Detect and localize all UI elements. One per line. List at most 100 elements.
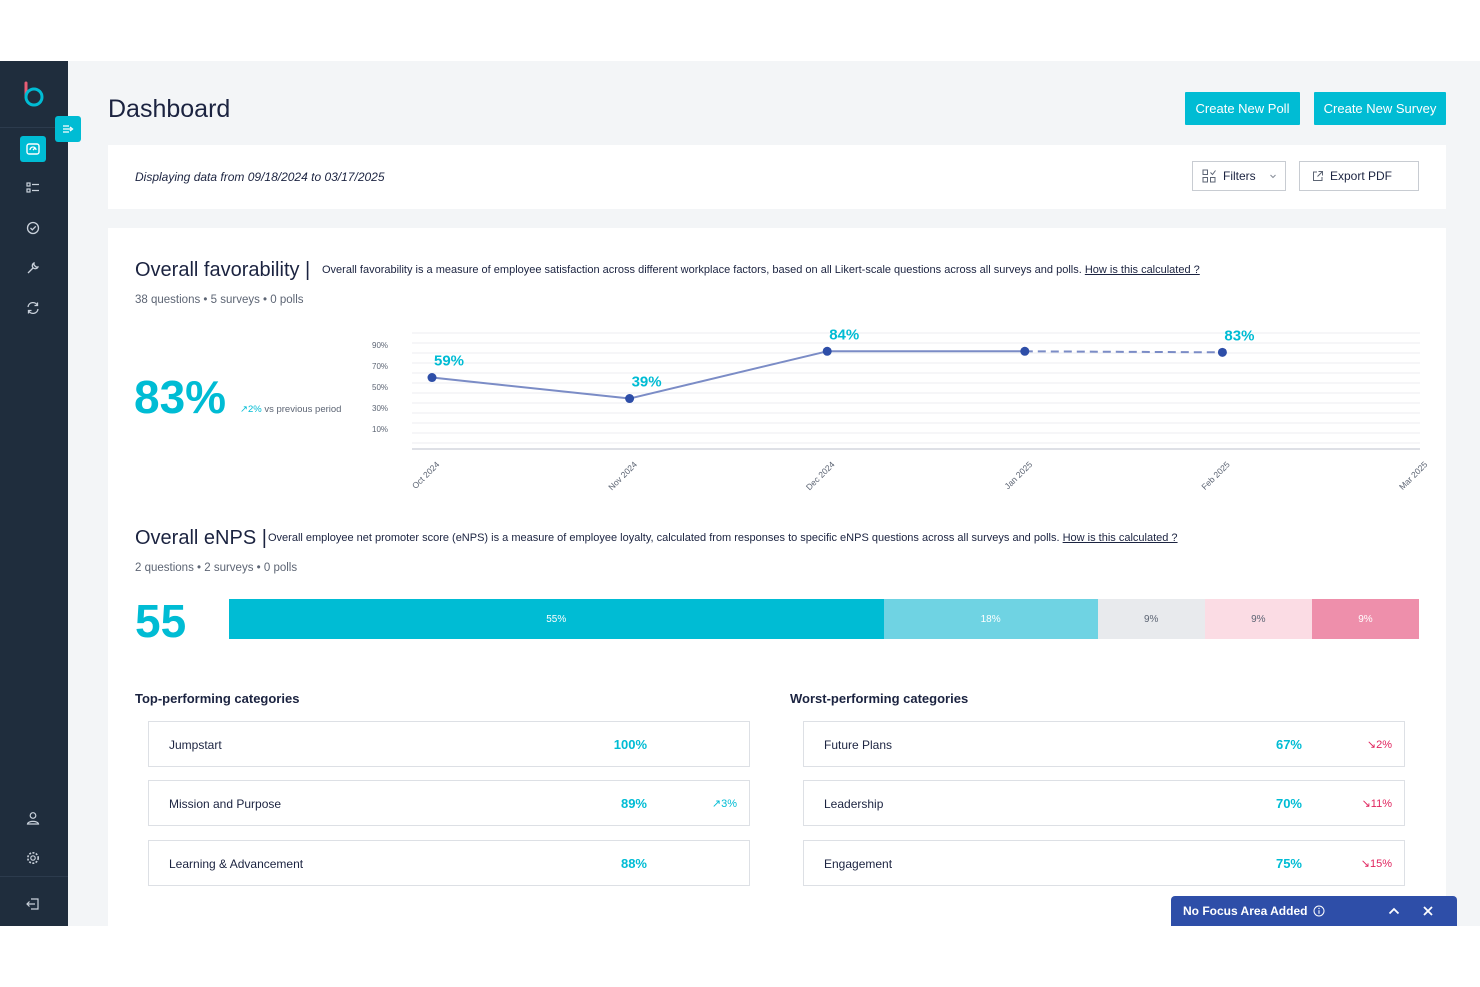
dashboard-icon <box>26 143 40 155</box>
collapse-arrow-icon <box>63 125 74 133</box>
enps-distribution-bar: 55% 18% 9% 9% 9% <box>229 599 1419 639</box>
check-circle-icon <box>26 221 40 235</box>
category-delta: ↘11% <box>1361 798 1392 810</box>
page-title: Dashboard <box>108 95 231 123</box>
top-categories-title: Top-performing categories <box>135 691 300 706</box>
wrench-icon <box>27 261 40 274</box>
dashboard-card: Overall favorability | Overall favorabil… <box>108 228 1446 926</box>
data-label: 59% <box>434 353 464 370</box>
favorability-title: Overall favorability | <box>135 259 311 281</box>
list-icon <box>26 182 39 193</box>
favorability-description: Overall favorability is a measure of emp… <box>322 264 1200 276</box>
x-tick-label: Dec 2024 <box>804 459 837 492</box>
filter-grid-icon <box>1202 169 1216 183</box>
sidebar-item-logout[interactable] <box>20 891 46 917</box>
category-name: Jumpstart <box>169 738 222 752</box>
category-delta: ↘15% <box>1360 858 1392 870</box>
filters-label: Filters <box>1223 169 1256 183</box>
category-name: Mission and Purpose <box>169 797 282 811</box>
category-value: 88% <box>620 856 647 871</box>
y-tick-label: 30% <box>372 404 388 413</box>
enps-meta: 2 questions • 2 surveys • 0 polls <box>135 562 298 574</box>
favorability-trend-value: ↗2% <box>240 404 262 415</box>
enps-segment: 9% <box>1204 599 1312 639</box>
enps-how-calculated-link[interactable]: How is this calculated ? <box>1062 532 1178 544</box>
data-point <box>1020 346 1030 356</box>
app-window: Dashboard Create New Poll Create New Sur… <box>0 61 1480 926</box>
sidebar-item-polls[interactable] <box>20 215 46 241</box>
favorability-trend: ↗2% vs previous period <box>240 404 341 415</box>
close-icon[interactable] <box>1421 904 1435 918</box>
user-icon <box>26 812 40 825</box>
data-label: 83% <box>1224 327 1254 344</box>
enps-description: Overall employee net promoter score (eNP… <box>268 532 1178 544</box>
sidebar-item-sync[interactable] <box>20 295 46 321</box>
sidebar-item-profile[interactable] <box>20 805 46 831</box>
create-new-survey-button[interactable]: Create New Survey <box>1314 92 1446 125</box>
filter-bar: Displaying data from 09/18/2024 to 03/17… <box>108 145 1446 209</box>
data-label: 84% <box>829 326 859 343</box>
main-content: Dashboard Create New Poll Create New Sur… <box>108 61 1446 926</box>
category-name: Engagement <box>824 857 893 871</box>
export-pdf-label: Export PDF <box>1330 169 1393 183</box>
worst-category-row[interactable]: Engagement 75% ↘15% <box>803 840 1405 886</box>
favorability-meta: 38 questions • 5 surveys • 0 polls <box>135 294 304 306</box>
favorability-score: 83% <box>134 371 227 423</box>
category-name: Future Plans <box>824 738 893 752</box>
enps-score: 55 <box>135 595 187 647</box>
sidebar-divider <box>0 876 68 877</box>
category-value: 67% <box>1275 737 1302 752</box>
filters-button[interactable]: Filters <box>1192 161 1286 191</box>
create-new-poll-button[interactable]: Create New Poll <box>1185 92 1300 125</box>
export-pdf-button[interactable]: Export PDF <box>1299 161 1419 191</box>
date-range-text: Displaying data from 09/18/2024 to 03/17… <box>135 170 385 184</box>
data-point <box>625 394 635 404</box>
top-category-row[interactable]: Mission and Purpose 89% ↗3% <box>148 780 750 826</box>
sidebar-item-tools[interactable] <box>20 255 46 281</box>
series-line <box>431 376 630 400</box>
enps-segment: 55% <box>229 599 884 639</box>
top-category-row[interactable]: Learning & Advancement 88% <box>148 840 750 886</box>
chevron-up-icon[interactable] <box>1387 904 1401 918</box>
favorability-trend-text: vs previous period <box>264 404 342 415</box>
x-tick-label: Nov 2024 <box>606 459 639 492</box>
y-tick-label: 70% <box>372 362 388 371</box>
data-point <box>1217 347 1227 357</box>
category-value: 70% <box>1275 796 1302 811</box>
worst-category-row[interactable]: Future Plans 67% ↘2% <box>803 721 1405 767</box>
category-value: 100% <box>613 737 647 752</box>
favorability-how-calculated-link[interactable]: How is this calculated ? <box>1084 264 1200 276</box>
favorability-line-chart: 90% 70% 50% 30% 10% Oct 2024 Nov 2024 Dec 2024 J… <box>372 326 1430 492</box>
collapse-sidebar-button[interactable] <box>55 116 81 142</box>
top-category-row[interactable]: Jumpstart 100% <box>148 721 750 767</box>
worst-category-row[interactable]: Leadership 70% ↘11% <box>803 780 1405 826</box>
sidebar-item-dashboard[interactable] <box>20 136 46 162</box>
enps-segment: 18% <box>883 599 1098 639</box>
brand-logo-icon[interactable] <box>20 81 46 107</box>
gear-icon <box>27 852 39 864</box>
y-tick-label: 90% <box>372 341 388 350</box>
category-name: Leadership <box>824 797 884 811</box>
category-delta: ↗3% <box>711 798 737 810</box>
logout-icon <box>26 898 39 910</box>
focus-area-panel[interactable]: No Focus Area Added <box>1171 896 1457 926</box>
category-value: 89% <box>620 796 647 811</box>
enps-description-text: Overall employee net promoter score (eNP… <box>268 532 1060 544</box>
enps-segment: 9% <box>1311 599 1419 639</box>
y-tick-label: 50% <box>372 383 388 392</box>
category-value: 75% <box>1275 856 1302 871</box>
sidebar-divider <box>0 127 68 128</box>
data-label: 39% <box>632 374 662 391</box>
data-point <box>427 373 437 383</box>
info-icon[interactable] <box>1313 905 1325 917</box>
series-line <box>629 350 828 400</box>
refresh-icon <box>27 301 39 315</box>
sidebar-item-settings[interactable] <box>20 845 46 871</box>
sidebar <box>0 61 68 926</box>
enps-segment: 9% <box>1097 599 1205 639</box>
chevron-down-icon <box>1269 174 1276 179</box>
x-tick-label: Jan 2025 <box>1002 459 1034 491</box>
focus-area-label: No Focus Area Added <box>1183 904 1308 918</box>
favorability-description-text: Overall favorability is a measure of emp… <box>322 264 1082 276</box>
sidebar-item-surveys[interactable] <box>20 175 46 201</box>
